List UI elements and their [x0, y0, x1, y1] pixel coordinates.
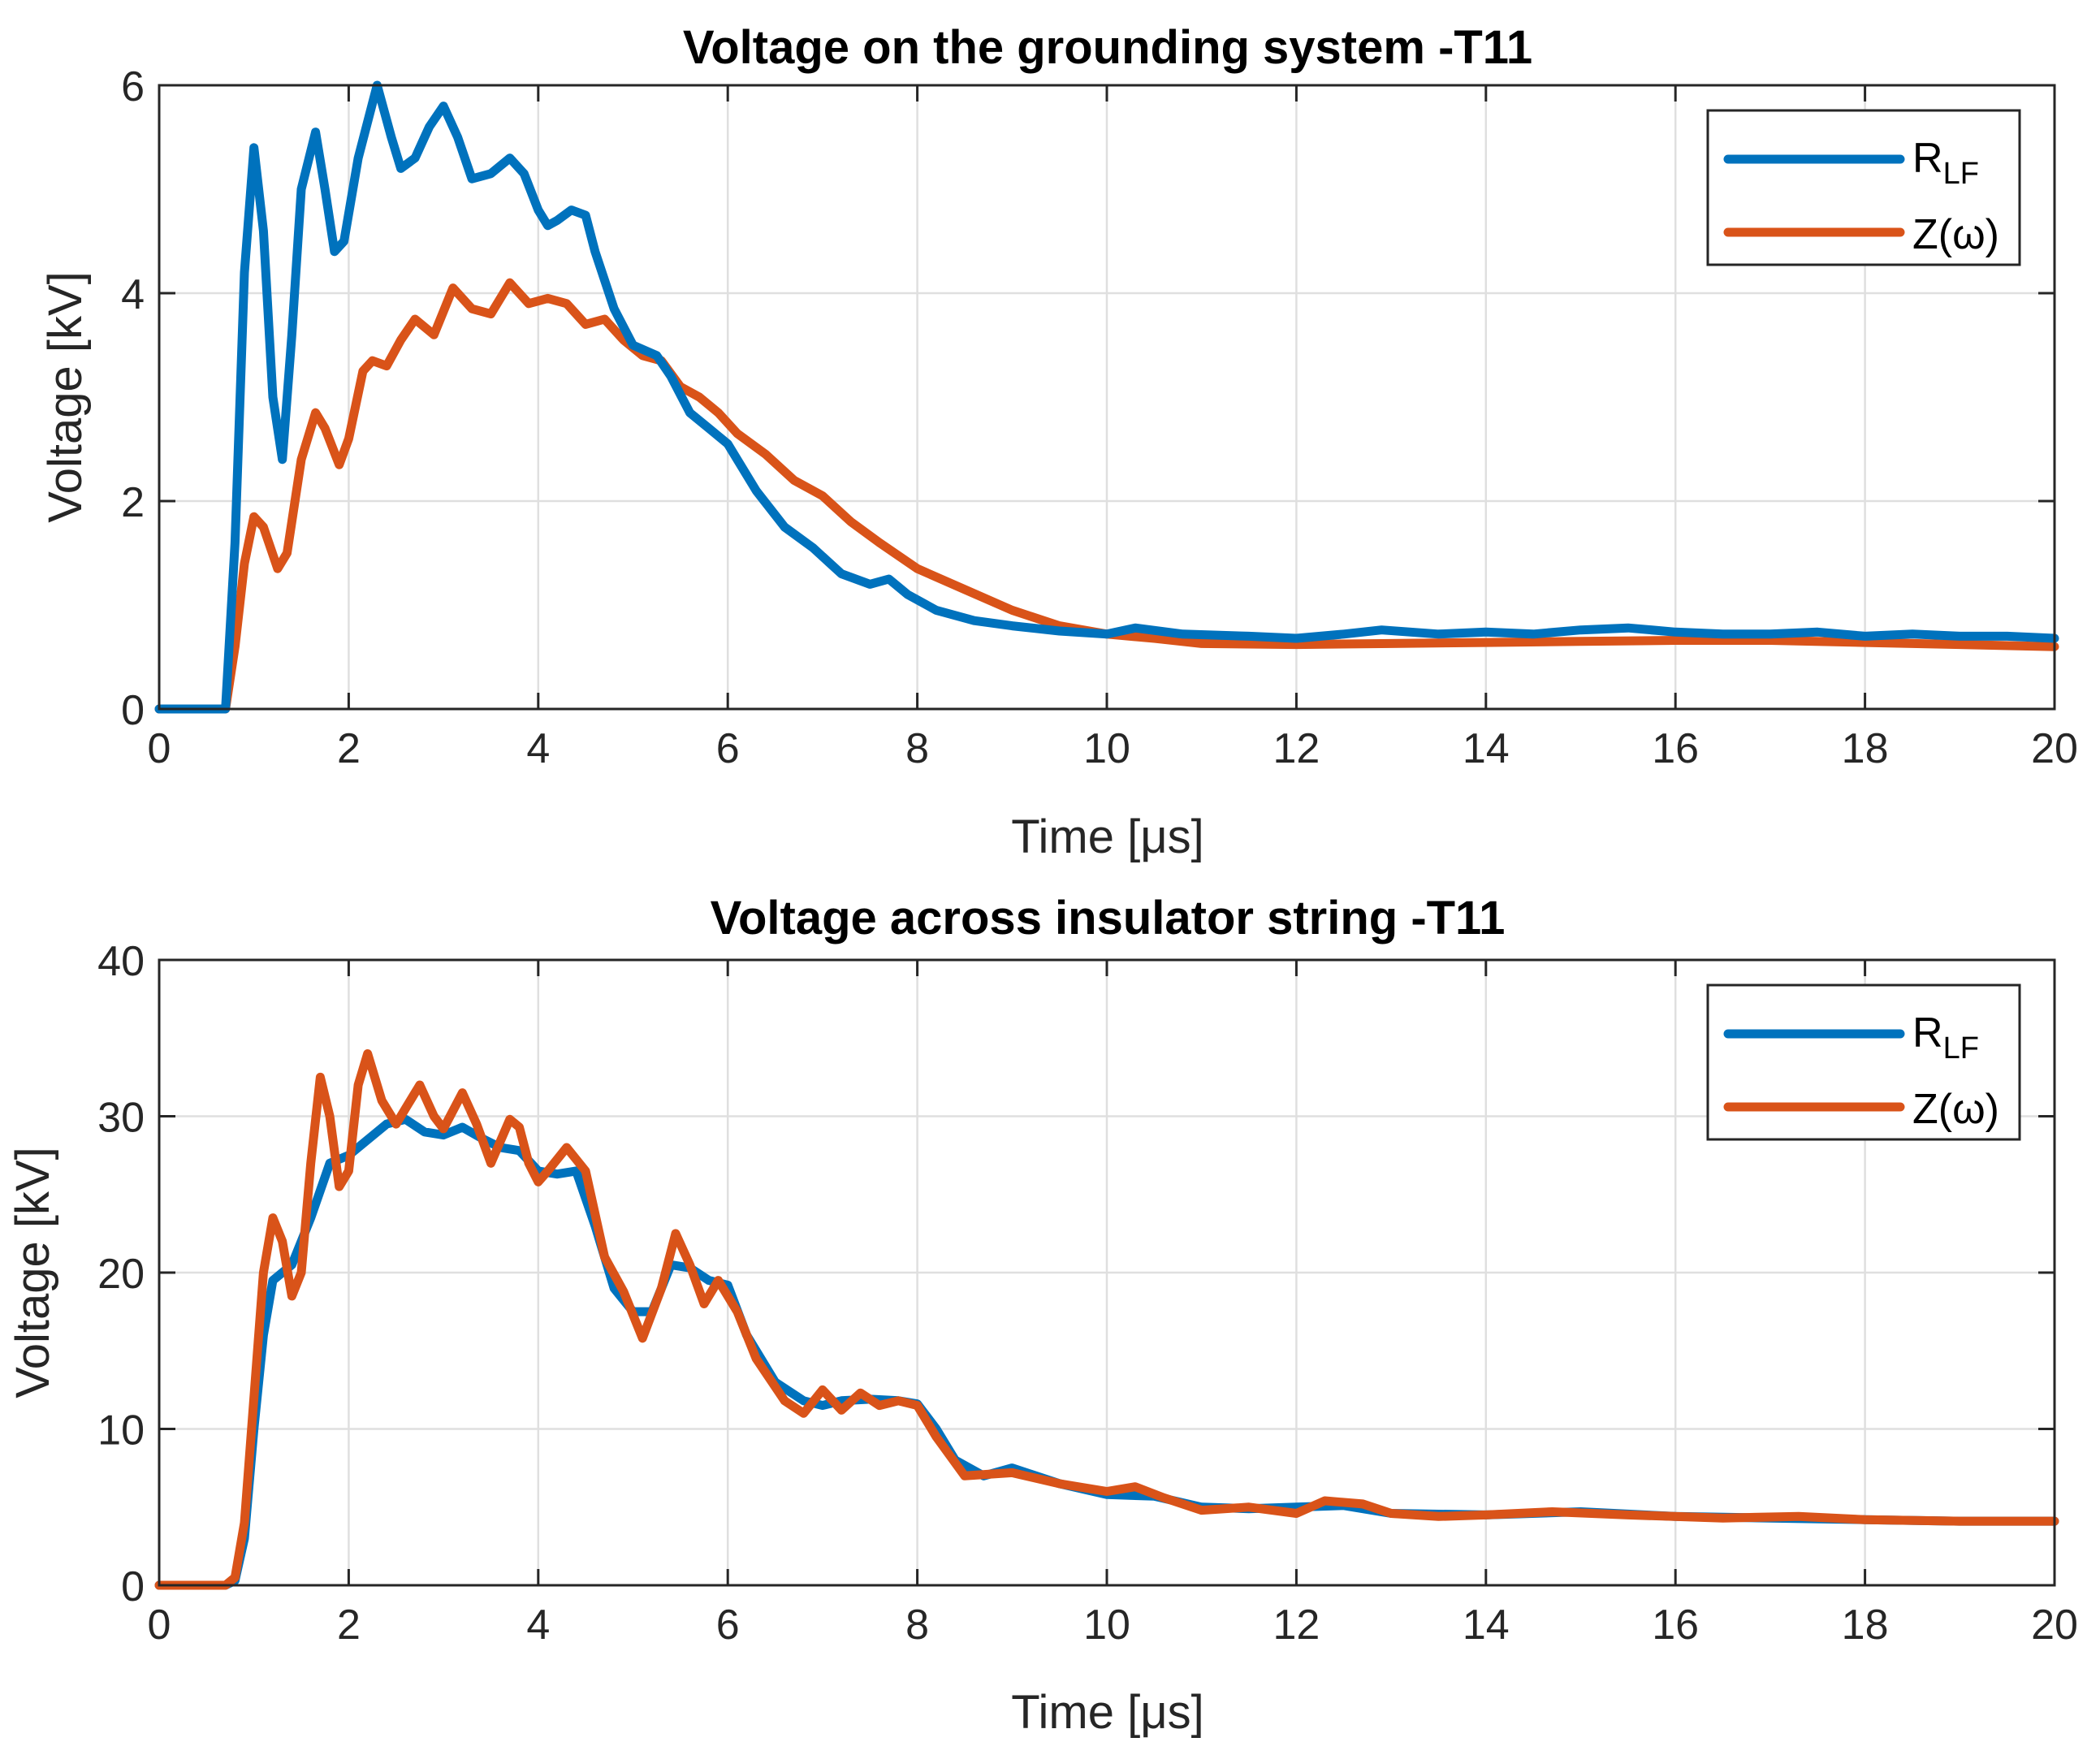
y-tick-label: 0 — [121, 687, 145, 734]
series-group — [154, 80, 2059, 714]
x-tick-label: 10 — [1083, 1602, 1130, 1649]
x-tick-label: 6 — [716, 725, 740, 772]
axis-ticks: 0 2 4 6 8 10 12 14 16 18 20 0 2 4 6 — [121, 63, 2078, 772]
x-tick-label: 18 — [1842, 725, 1889, 772]
legend-label-rlf: RLF — [1912, 135, 1979, 191]
x-tick-label: 6 — [716, 1602, 740, 1649]
x-tick-label: 0 — [148, 1602, 171, 1649]
legend-box — [1706, 109, 2021, 266]
x-tick-label: 2 — [337, 1602, 361, 1649]
y-tick-label: 20 — [97, 1251, 145, 1298]
x-tick-label: 12 — [1273, 1602, 1320, 1649]
x-tick-label: 4 — [526, 1602, 550, 1649]
x-tick-label: 12 — [1273, 725, 1320, 772]
x-tick-label: 14 — [1463, 1602, 1510, 1649]
y-axis-label: Voltage [kV] — [39, 271, 92, 523]
y-tick-label: 10 — [97, 1407, 145, 1455]
legend-label-zw: Z(ω) — [1912, 1086, 1999, 1133]
x-tick-label: 10 — [1083, 725, 1130, 772]
x-tick-label: 8 — [905, 725, 929, 772]
legend-label-zw: Z(ω) — [1912, 211, 1999, 258]
legend: RLF Z(ω) — [1706, 109, 2021, 266]
series-line-rlf — [154, 80, 2059, 714]
legend: RLF Z(ω) — [1706, 983, 2021, 1141]
x-tick-label: 14 — [1463, 725, 1510, 772]
legend-label-rlf: RLF — [1912, 1009, 1979, 1066]
legend-box — [1706, 983, 2021, 1141]
panel-grounding: Voltage on the grounding system -T11 0 2 4… — [39, 21, 2078, 863]
y-tick-label: 30 — [97, 1095, 145, 1142]
series-line-zw — [154, 278, 2059, 714]
x-tick-label: 20 — [2031, 725, 2078, 772]
x-axis-label: Time [μs] — [1011, 810, 1204, 863]
y-axis-label: Voltage [kV] — [6, 1147, 59, 1398]
y-tick-label: 6 — [121, 63, 145, 110]
series-line-zw — [154, 1049, 2059, 1590]
panel-insulator: Voltage across insulator string -T11 0 2 4… — [6, 892, 2078, 1739]
x-tick-label: 0 — [148, 725, 171, 772]
axis-ticks: 0 2 4 6 8 10 12 14 16 18 20 0 10 20 30 40 — [97, 938, 2078, 1649]
y-tick-label: 2 — [121, 479, 145, 526]
x-tick-label: 4 — [526, 725, 550, 772]
y-tick-label: 0 — [121, 1563, 145, 1610]
x-tick-label: 16 — [1652, 725, 1699, 772]
y-tick-label: 40 — [97, 938, 145, 985]
x-axis-label: Time [μs] — [1011, 1686, 1204, 1739]
x-tick-label: 20 — [2031, 1602, 2078, 1649]
x-tick-label: 18 — [1842, 1602, 1889, 1649]
chart-title: Voltage across insulator string -T11 — [711, 892, 1506, 945]
series-group — [154, 1049, 2059, 1590]
y-tick-label: 4 — [121, 271, 145, 318]
x-tick-label: 2 — [337, 725, 361, 772]
chart-title: Voltage on the grounding system -T11 — [683, 21, 1532, 74]
x-tick-label: 16 — [1652, 1602, 1699, 1649]
x-tick-label: 8 — [905, 1602, 929, 1649]
